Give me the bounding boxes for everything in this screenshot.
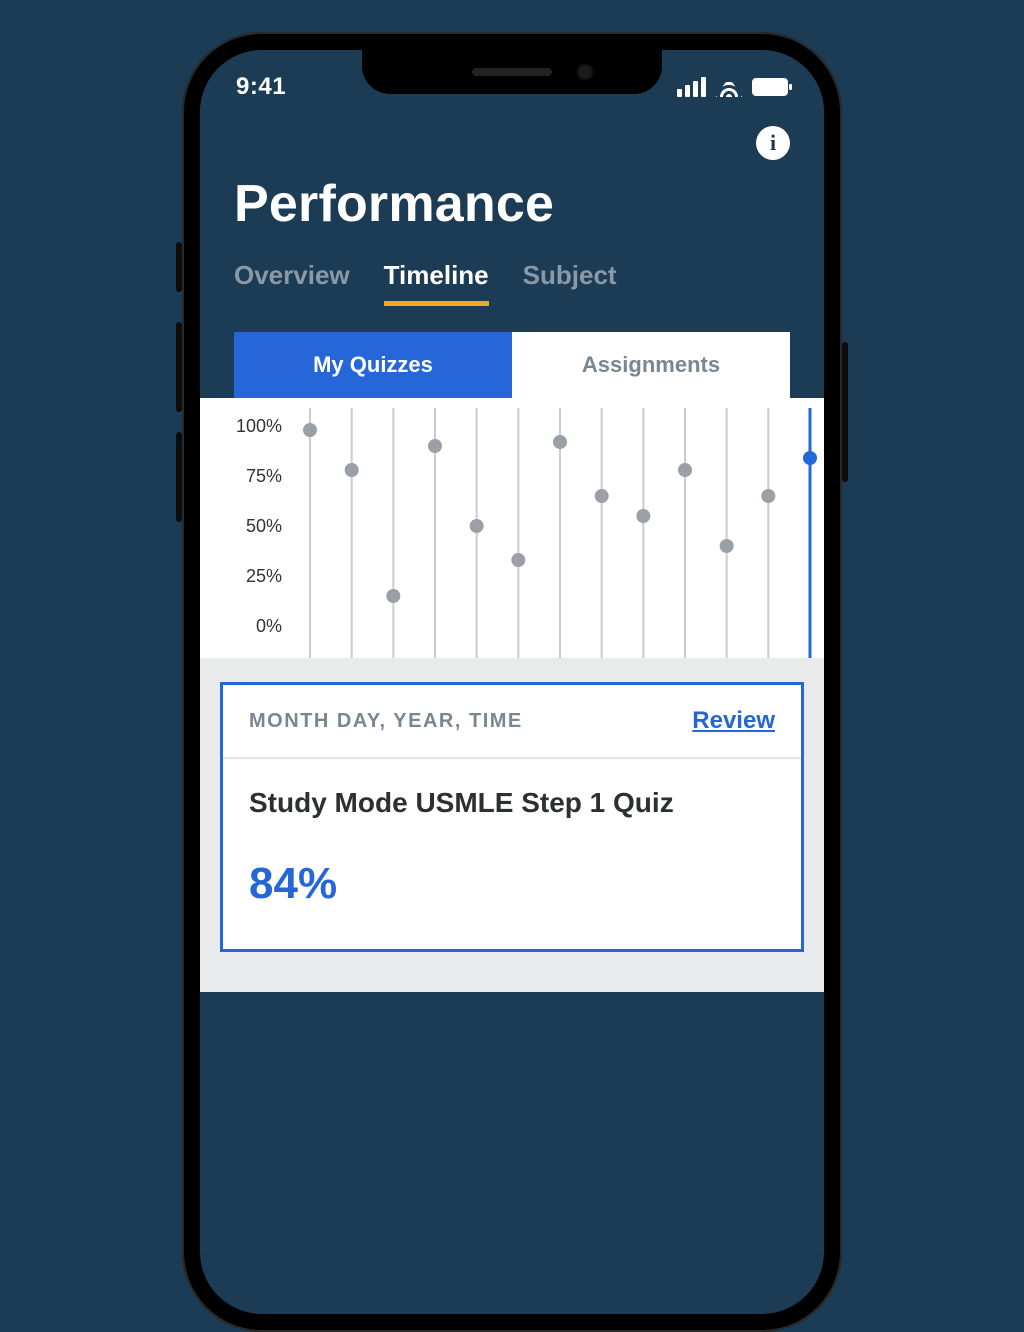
phone-side-button: [176, 242, 182, 292]
info-button[interactable]: i: [756, 126, 790, 160]
page-title: Performance: [234, 174, 790, 234]
review-link[interactable]: Review: [692, 707, 775, 735]
phone-frame: 9:41 i Performance Overview Timeline Sub…: [182, 32, 842, 1332]
quiz-card: MONTH DAY, YEAR, TIME Review Study Mode …: [220, 682, 804, 952]
svg-text:50%: 50%: [246, 516, 282, 536]
info-icon: i: [770, 130, 776, 156]
quiz-date: MONTH DAY, YEAR, TIME: [249, 710, 523, 733]
chart-svg: 0% 25% 50% 75% 100%: [200, 398, 824, 658]
segment-assignments[interactable]: Assignments: [512, 332, 790, 398]
phone-screen: 9:41 i Performance Overview Timeline Sub…: [200, 50, 824, 1314]
status-time: 9:41: [236, 73, 286, 101]
tab-subject[interactable]: Subject: [523, 260, 617, 306]
svg-text:75%: 75%: [246, 466, 282, 486]
cellular-signal-icon: [677, 77, 706, 97]
phone-notch: [362, 50, 662, 94]
wifi-icon: [716, 77, 742, 97]
tab-overview[interactable]: Overview: [234, 260, 350, 306]
phone-side-button: [176, 432, 182, 522]
segment-control: My Quizzes Assignments: [234, 332, 790, 398]
battery-icon: [752, 78, 788, 96]
segment-my-quizzes[interactable]: My Quizzes: [234, 332, 512, 398]
phone-side-button: [176, 322, 182, 412]
svg-text:25%: 25%: [246, 566, 282, 586]
speaker-grille: [472, 68, 552, 76]
detail-panel: MONTH DAY, YEAR, TIME Review Study Mode …: [200, 658, 824, 992]
phone-side-button: [842, 342, 848, 482]
tab-timeline[interactable]: Timeline: [384, 260, 489, 306]
quiz-score: 84%: [249, 859, 775, 909]
front-camera: [578, 65, 592, 79]
svg-text:100%: 100%: [236, 416, 282, 436]
svg-text:0%: 0%: [256, 616, 282, 636]
tab-bar: Overview Timeline Subject: [234, 260, 790, 306]
timeline-chart: 0% 25% 50% 75% 100%: [200, 398, 824, 658]
quiz-title: Study Mode USMLE Step 1 Quiz: [249, 787, 775, 819]
